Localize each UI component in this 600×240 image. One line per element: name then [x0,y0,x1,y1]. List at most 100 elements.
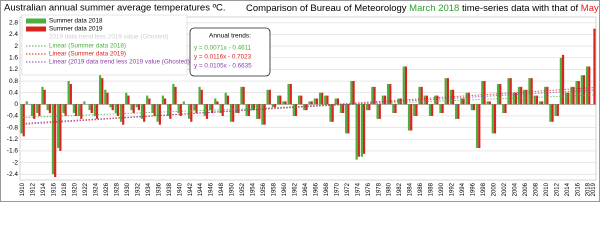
bar [360,104,363,157]
bar [410,104,413,131]
bar [90,104,93,114]
bar [350,81,353,105]
trend-equation: y = 0.0105x - 0.6635 [194,63,252,70]
bar [439,104,442,114]
bar [394,104,397,114]
y-tick-label: -1.2 [7,136,19,143]
x-tick-label: 1946 [209,182,215,196]
bar [250,104,254,111]
x-tick-label: 1944 [198,182,204,196]
bar [300,95,303,105]
legend-box [21,14,188,76]
x-tick-label: 1950 [230,182,236,196]
x-tick-label: 2014 [565,182,571,196]
bar [425,95,429,105]
bar [69,83,72,105]
bar [127,95,130,105]
bar [549,104,552,122]
bar [339,104,343,114]
bar [444,78,447,105]
bar [268,89,271,105]
chart: Australian annual summer average tempera… [0,0,600,202]
x-tick-label: 1992 [450,182,456,196]
x-tick-label: 1924 [94,182,100,196]
bar [499,83,502,105]
bar [72,104,75,114]
bar [57,104,60,148]
bar [122,104,125,125]
trends-box [189,27,271,77]
bar [54,104,57,178]
bar [551,104,554,122]
x-tick-label: 1932 [135,182,141,196]
x-tick-label: 1914 [41,182,47,196]
bar [232,104,235,122]
bar [347,104,350,134]
bar [514,92,518,105]
bar [345,104,348,134]
bar [407,104,411,131]
bar [67,81,70,105]
bar [593,28,596,105]
bar [289,83,292,105]
bar [397,98,400,105]
x-tick-label: 1990 [439,182,445,196]
bar [523,89,526,105]
bar [164,98,167,105]
x-tick-label: 1984 [408,182,414,196]
bar [214,98,217,105]
bar [538,101,542,105]
bar [140,104,144,119]
x-tick-label: 1962 [292,182,298,196]
bar [362,104,366,154]
bar [488,101,491,105]
x-tick-label: 1980 [387,182,393,196]
subtitle-part: Comparison of Bureau of Meteorology [246,3,409,14]
x-tick-label: 1912 [31,182,37,196]
bar [371,86,374,105]
bar [279,95,282,105]
bar [59,104,62,151]
bar [119,104,123,122]
x-tick-label: 2010 [544,182,550,196]
bar [528,78,531,105]
bar [116,104,120,116]
bar [565,92,568,105]
bar [273,104,277,108]
x-tick-label: 2000 [491,182,497,196]
x-tick-label: 1960 [282,182,288,196]
bar [137,104,141,111]
bar [520,86,523,105]
bar [357,104,360,157]
bar [182,101,185,105]
bar [216,101,219,105]
x-tick-label: 1926 [104,182,110,196]
bar [413,104,416,116]
y-tick-label: 1.2 [9,66,18,73]
x-tick-label: 1996 [471,182,477,196]
bar [292,104,295,116]
bar [315,98,319,105]
bar [431,104,434,116]
x-tick-label: 1972 [345,182,351,196]
legend-swatch [26,26,46,32]
bar [297,95,301,105]
x-tick-label: 2018 [586,182,592,196]
bar [326,95,329,105]
x-tick-label: 1918 [62,182,68,196]
bar [261,104,264,125]
bar [486,101,489,105]
y-tick-label: 1.6 [9,54,18,61]
bar [525,89,528,105]
bar [193,104,196,111]
x-tick-label: 1998 [481,182,487,196]
subtitle-part: March 2018 [409,3,459,14]
chart-title: Australian annual summer average tempera… [4,3,226,14]
bar [561,54,565,105]
bar [381,95,384,105]
bar [43,89,46,105]
bar [535,95,538,105]
bar [541,101,544,105]
bar [556,104,559,116]
bar [208,104,212,111]
